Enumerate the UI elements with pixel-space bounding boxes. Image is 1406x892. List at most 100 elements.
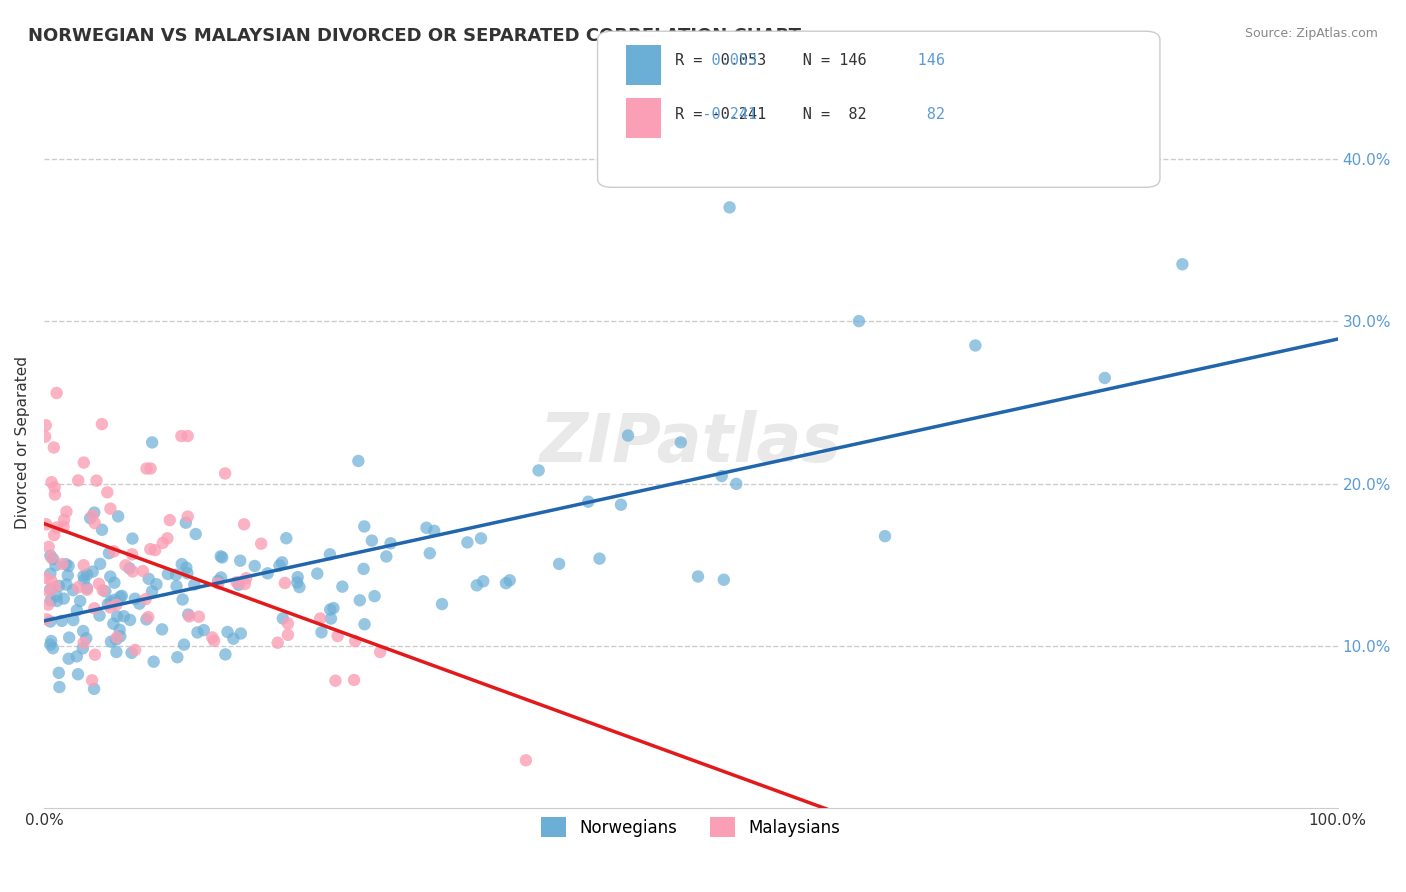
Point [73, 456, 96, 470]
Point [83, 516, 105, 530]
Point [44, 558, 66, 573]
Point [142, 655, 165, 669]
Point [112, 609, 135, 624]
Point [75, 632, 97, 646]
Point [152, 536, 174, 550]
Point [214, 467, 236, 481]
Point [38, 584, 60, 599]
Point [90, 417, 112, 431]
Text: Source: ZipAtlas.com: Source: ZipAtlas.com [1244, 27, 1378, 40]
Point [98, 600, 121, 615]
Point [135, 461, 157, 475]
Point [211, 550, 233, 565]
Point [55, 577, 77, 591]
Point [143, 543, 166, 558]
Point [39, 634, 62, 648]
Point [150, 623, 173, 637]
Point [209, 570, 232, 584]
Point [41, 550, 63, 565]
Point [456, 535, 478, 549]
Point [72, 641, 94, 656]
Point [39, 549, 62, 563]
Point [183, 577, 205, 591]
Point [73, 574, 96, 588]
Point [52, 591, 75, 606]
Point [108, 623, 131, 637]
Point [713, 573, 735, 587]
Point [233, 577, 256, 591]
Point [124, 591, 146, 606]
Point [35, 612, 58, 626]
Point [217, 625, 239, 640]
Point [39, 638, 62, 652]
Point [353, 617, 375, 632]
Point [44, 528, 66, 542]
Point [159, 513, 181, 527]
Point [325, 673, 347, 688]
Point [55, 558, 77, 572]
Point [686, 569, 709, 583]
Point [380, 536, 402, 550]
Point [135, 612, 157, 626]
Point [710, 469, 733, 483]
Point [111, 589, 134, 603]
Point [166, 579, 188, 593]
Point [274, 576, 297, 591]
Point [51, 557, 73, 571]
Text: -0.241: -0.241 [675, 107, 756, 121]
Point [311, 625, 333, 640]
Point [105, 632, 128, 647]
Point [37, 598, 59, 612]
Text: R = -0.241    N =  82: R = -0.241 N = 82 [675, 107, 866, 121]
Point [103, 593, 125, 607]
Point [233, 517, 256, 532]
Point [415, 521, 437, 535]
Point [55, 505, 77, 519]
Point [141, 584, 163, 599]
Point [184, 527, 207, 541]
Point [100, 634, 122, 648]
Point [114, 558, 136, 573]
Text: NORWEGIAN VS MALAYSIAN DIVORCED OR SEPARATED CORRELATION CHART: NORWEGIAN VS MALAYSIAN DIVORCED OR SEPAR… [28, 27, 801, 45]
Point [42, 641, 65, 656]
Point [67, 580, 90, 594]
Point [965, 338, 987, 352]
Point [97, 546, 120, 560]
Point [136, 610, 159, 624]
Point [170, 557, 193, 571]
Point [105, 631, 128, 645]
Point [176, 429, 198, 443]
Point [51, 614, 73, 628]
Point [39, 615, 62, 629]
Point [170, 429, 193, 443]
Text: 0.053: 0.053 [675, 54, 756, 68]
Point [35, 418, 58, 433]
Point [52, 519, 75, 533]
Point [610, 498, 633, 512]
Point [276, 531, 298, 545]
Point [285, 575, 308, 590]
Point [72, 569, 94, 583]
Point [186, 625, 208, 640]
Point [344, 634, 367, 648]
Point [718, 201, 741, 215]
Point [83, 681, 105, 696]
Point [98, 569, 121, 583]
Point [118, 561, 141, 575]
Point [84, 648, 107, 662]
Point [725, 476, 748, 491]
Legend: Norwegians, Malaysians: Norwegians, Malaysians [534, 810, 848, 844]
Point [105, 609, 128, 624]
Point [250, 537, 273, 551]
Point [72, 624, 94, 638]
Point [135, 592, 157, 607]
Point [166, 650, 188, 665]
Point [103, 616, 125, 631]
Point [165, 567, 187, 582]
Text: 82: 82 [872, 107, 945, 121]
Point [187, 609, 209, 624]
Point [44, 487, 66, 501]
Point [45, 594, 67, 608]
Point [214, 648, 236, 662]
Point [266, 636, 288, 650]
